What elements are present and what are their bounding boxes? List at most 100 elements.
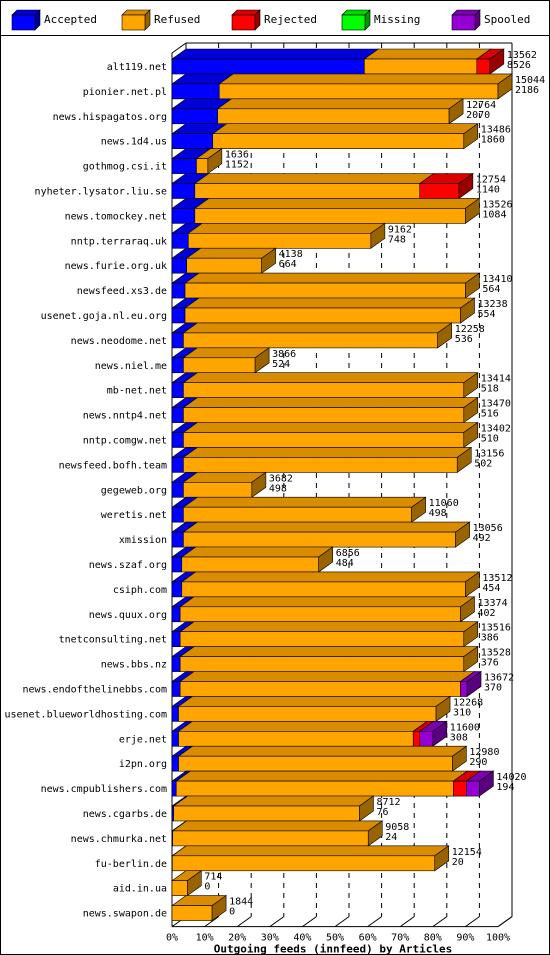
legend-swatch-accepted [11, 9, 41, 31]
bar-segment-top-refused [180, 546, 334, 558]
bar-segment-top-refused [182, 496, 427, 508]
accepted-value: 554 [478, 309, 496, 320]
bar-segment-refused [175, 780, 454, 797]
bar-segment-side [460, 297, 475, 324]
bar-segment-top-refused [182, 521, 471, 533]
bar-segment-accepted [171, 282, 186, 299]
bar-segment-accepted [171, 233, 189, 249]
offered-value: 11060 [429, 498, 459, 509]
bar-segment-side [359, 795, 374, 822]
bar-segment-refused [173, 805, 360, 822]
host-label: news.furie.org.uk [65, 261, 167, 272]
offered-value: 12754 [476, 175, 506, 186]
bar-segment-accepted [171, 83, 220, 100]
bar-segment-refused [179, 631, 465, 648]
bar-row [171, 471, 267, 498]
bar-segment-accepted [171, 208, 196, 224]
bar-segment-side [448, 98, 464, 125]
legend-swatch-refused [121, 9, 151, 31]
offered-value: 6856 [336, 548, 360, 559]
bar-segment-refused [172, 855, 436, 872]
host-label: news.tomockey.net [65, 211, 167, 222]
bar-segment-side [465, 197, 480, 224]
offered-value: 3682 [269, 473, 293, 484]
bar-segment-top-refused [172, 795, 375, 807]
bar-segment-side [463, 123, 479, 150]
legend-swatch-spooled [451, 9, 481, 31]
host-label: news.swapon.de [83, 909, 167, 920]
bar-segment-accepted [171, 158, 197, 174]
x-tick-label: 60% [359, 933, 377, 944]
bar-segment-top-refused [171, 845, 450, 857]
offered-value: 12980 [469, 747, 499, 758]
x-tick-label: 0% [166, 933, 178, 944]
host-label: csiph.com [113, 585, 167, 596]
bar-segment-refused [218, 83, 499, 100]
accepted-value: 484 [336, 558, 354, 569]
bar-row [171, 247, 277, 274]
bar-segment-refused [183, 531, 456, 548]
accepted-value: 290 [469, 757, 487, 768]
bar-segment-accepted [171, 357, 184, 374]
bar-row [171, 546, 334, 573]
bar-segment-top-refused [177, 745, 468, 757]
legend-swatch-rejected [231, 9, 261, 31]
bar-segment-side [455, 521, 470, 548]
accepted-value: 402 [478, 608, 496, 619]
bar-segment-refused [183, 332, 438, 349]
bar-segment-side [452, 745, 467, 772]
bar-segment-refused [188, 233, 372, 249]
bar-segment-side [370, 222, 386, 249]
offered-value: 14020 [496, 772, 526, 783]
host-label: tnetconsulting.net [59, 635, 167, 646]
bar-row [171, 297, 476, 324]
host-label: newsfeed.bofh.team [59, 460, 167, 471]
bar-segment-side [458, 172, 474, 200]
bar-segment-side [432, 720, 448, 747]
offered-value: 4138 [279, 249, 303, 260]
host-label: erje.net [119, 734, 167, 745]
bar-segment-accepted [171, 382, 184, 399]
accepted-value: 1084 [482, 209, 506, 220]
offered-value: 12268 [453, 697, 483, 708]
bar-segment-side [434, 845, 450, 872]
bar-segment-accepted [171, 681, 181, 697]
bar-segment-side [463, 372, 479, 399]
offered-value: 13238 [478, 299, 508, 310]
bar-segment-top-refused [171, 820, 384, 832]
host-label: nntp.comgw.net [83, 436, 167, 447]
accepted-value: 2070 [466, 110, 490, 121]
bar-segment-side [466, 670, 482, 698]
legend: Accepted Refused Rejected Missing Spooled [1, 1, 549, 36]
chart-plot: 0% 10% 20% 30% 40% 50% 60% 70% 80% 90% 100% Outgoin… [4, 42, 545, 954]
bar-row [171, 48, 505, 75]
bar-segment-side [497, 73, 513, 100]
host-label: news.niel.me [95, 361, 167, 372]
bar-segment-top-refused [216, 98, 465, 110]
accepted-value: 454 [482, 583, 500, 594]
offered-value: 8712 [376, 797, 400, 808]
bar-segment-accepted [171, 506, 184, 523]
legend-label-missing: Missing [374, 13, 421, 26]
bar-segment-refused [178, 730, 414, 747]
bar-segment-accepted [171, 556, 183, 573]
offered-value: 15044 [515, 75, 545, 86]
bar-segment-refused [178, 755, 453, 772]
accepted-value: 194 [496, 782, 514, 793]
accepted-value: 0 [229, 907, 235, 918]
bar-row [171, 770, 495, 797]
bar-row [171, 123, 479, 150]
bar-segment-side [251, 471, 267, 498]
offered-value: 13528 [481, 648, 511, 659]
host-label: nyheter.lysator.liu.se [35, 187, 167, 198]
offered-value: 13414 [481, 374, 511, 385]
bar-segment-refused [179, 681, 461, 697]
bar-row [171, 621, 479, 648]
accepted-value: 370 [484, 683, 502, 694]
accepted-value: 516 [481, 409, 499, 420]
bar-segment-side [211, 895, 227, 922]
bar-row [171, 372, 479, 399]
bar-row [171, 98, 465, 125]
accepted-value: 0 [204, 882, 210, 893]
bar-segment-refused [183, 407, 465, 423]
